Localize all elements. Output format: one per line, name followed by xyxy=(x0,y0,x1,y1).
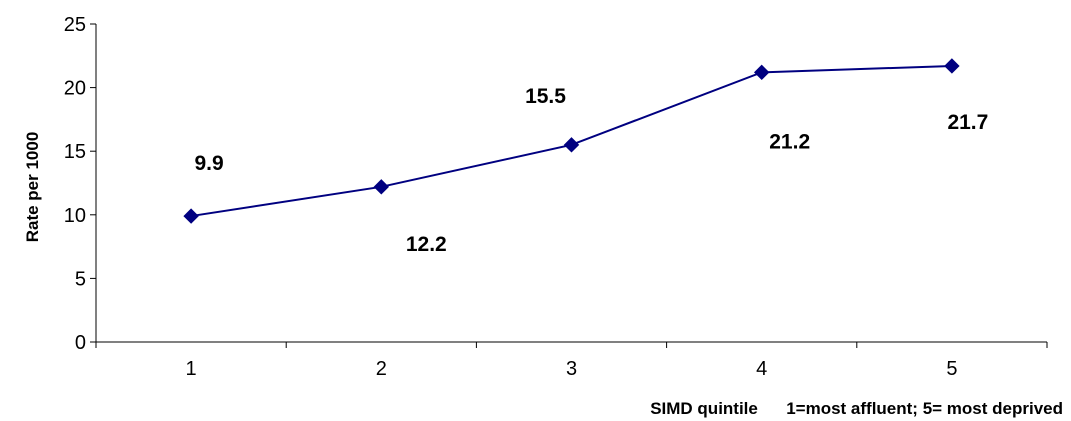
data-label: 12.2 xyxy=(406,233,447,256)
y-ticks: 0 5 10 15 20 25 xyxy=(64,14,96,354)
data-point-marker xyxy=(373,179,390,195)
data-point-marker xyxy=(563,137,580,153)
data-label: 15.5 xyxy=(525,85,566,108)
axes xyxy=(95,24,1047,343)
y-tick-label: 5 xyxy=(75,268,86,290)
y-tick-label: 20 xyxy=(64,78,86,100)
data-label: 21.2 xyxy=(769,130,810,153)
data-point-marker xyxy=(183,208,199,224)
data-point-marker xyxy=(753,64,770,81)
data-label: 9.9 xyxy=(194,152,223,175)
data-labels: 9.9 12.2 15.5 21.2 21.7 xyxy=(194,85,988,256)
x-ticks: 1 2 3 4 5 xyxy=(95,342,1048,380)
series-layer xyxy=(183,58,960,224)
y-axis-title: Rate per 1000 xyxy=(23,132,42,243)
y-tick-label: 0 xyxy=(75,332,86,354)
y-tick-label: 25 xyxy=(64,14,86,36)
x-tick-label: 1 xyxy=(186,358,197,380)
x-tick-label: 5 xyxy=(946,358,957,380)
y-tick-label: 10 xyxy=(64,205,86,227)
data-point-marker xyxy=(944,58,960,74)
x-axis-title: SIMD quintile 1=most affluent; 5= most d… xyxy=(650,399,1063,418)
data-label: 21.7 xyxy=(947,111,988,134)
x-tick-label: 2 xyxy=(376,358,387,380)
x-tick-label: 4 xyxy=(756,358,767,380)
y-tick-label: 15 xyxy=(64,141,86,163)
x-tick-label: 3 xyxy=(566,358,577,380)
